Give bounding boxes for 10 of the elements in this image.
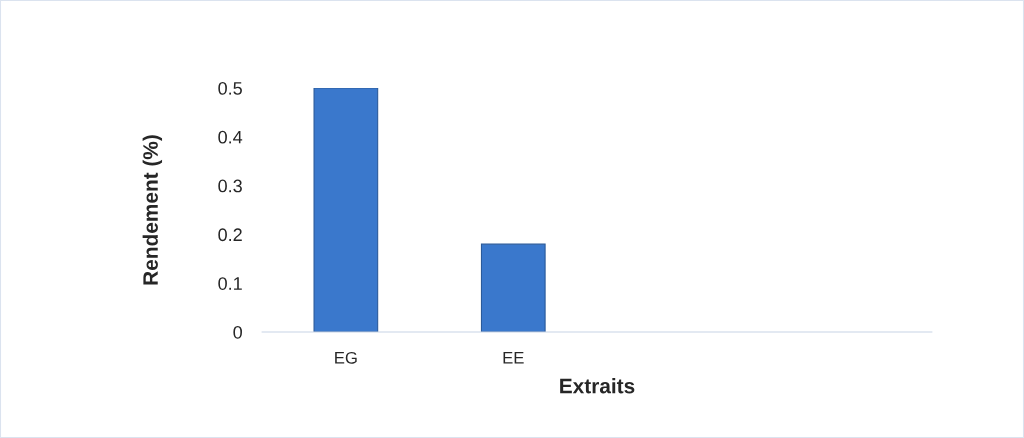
y-tick-label: 0.5 <box>218 81 242 95</box>
y-tick-label: 0.4 <box>218 130 243 144</box>
y-tick-label: 0.3 <box>218 179 242 193</box>
y-axis-title: Rendement (%) <box>142 135 163 285</box>
y-tick-label: 0 <box>233 325 242 339</box>
y-tick-label: 0.1 <box>218 277 242 290</box>
x-axis-title: Extraits <box>560 378 635 394</box>
y-tick-label: 0.2 <box>218 228 242 242</box>
x-tick-label: EE <box>503 352 524 364</box>
x-tick-label: EG <box>335 351 357 364</box>
